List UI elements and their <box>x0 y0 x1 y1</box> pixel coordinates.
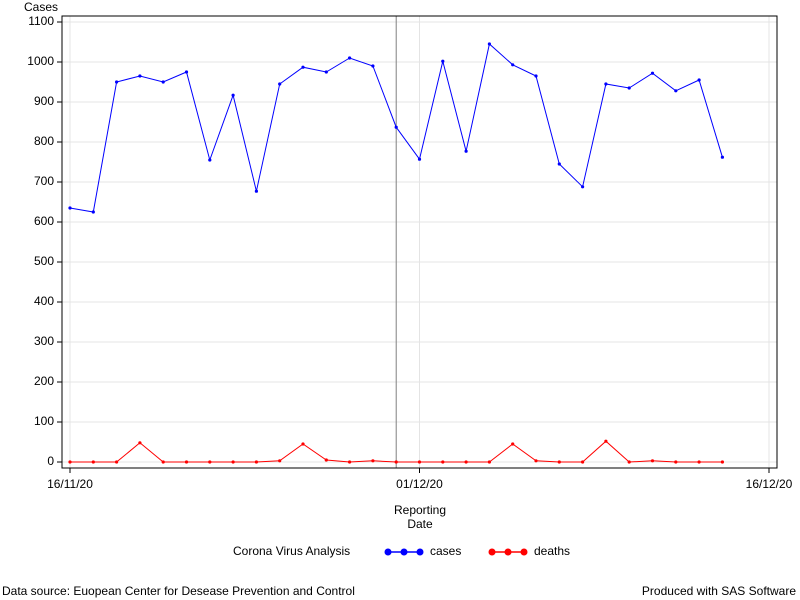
data-point <box>254 460 258 464</box>
data-point <box>511 63 515 67</box>
data-point <box>557 162 561 166</box>
data-point <box>394 125 398 129</box>
y-tick-label: 800 <box>34 134 54 148</box>
footnote-right: Produced with SAS Software <box>642 584 796 598</box>
data-point <box>487 42 491 46</box>
data-point <box>604 82 608 86</box>
y-tick-label: 200 <box>34 374 54 388</box>
y-tick-label: 300 <box>34 334 54 348</box>
legend-marker <box>400 548 408 556</box>
legend-label: cases <box>430 544 461 558</box>
data-point <box>231 460 235 464</box>
y-tick-label: 400 <box>34 294 54 308</box>
y-tick-label: 100 <box>34 414 54 428</box>
y-tick-label: 1000 <box>27 54 54 68</box>
data-point <box>138 441 142 445</box>
data-point <box>91 460 95 464</box>
data-point <box>604 439 608 443</box>
data-point <box>697 460 701 464</box>
data-point <box>161 460 165 464</box>
data-point <box>557 460 561 464</box>
data-point <box>627 86 631 90</box>
data-point <box>231 93 235 97</box>
footnote-left: Data source: Euopean Center for Desease … <box>2 584 355 598</box>
data-point <box>324 70 328 74</box>
data-point <box>720 155 725 159</box>
data-point <box>278 459 282 463</box>
data-point <box>581 460 585 464</box>
data-point <box>674 460 678 464</box>
data-point <box>441 59 445 63</box>
data-point <box>301 442 305 446</box>
data-point <box>348 460 352 464</box>
data-point <box>324 458 328 462</box>
data-point <box>464 460 468 464</box>
data-point <box>68 206 72 210</box>
legend-marker <box>416 548 424 556</box>
data-point <box>138 74 142 78</box>
data-point <box>254 189 258 193</box>
data-point <box>91 210 95 214</box>
y-tick-label: 0 <box>47 454 54 468</box>
data-point <box>184 460 189 464</box>
data-point <box>697 78 701 82</box>
data-point <box>720 460 725 464</box>
data-point <box>394 460 398 464</box>
y-tick-label: 1100 <box>28 14 54 28</box>
legend-label: deaths <box>534 544 570 558</box>
data-point <box>208 158 212 162</box>
plot-border <box>61 15 778 469</box>
x-axis-label: Reporting Date <box>393 503 447 531</box>
data-point <box>581 185 585 189</box>
data-point <box>417 157 422 161</box>
data-point <box>534 459 538 463</box>
data-point <box>371 459 375 463</box>
legend-marker <box>504 548 512 556</box>
data-point <box>441 460 445 464</box>
data-point <box>348 56 352 60</box>
data-point <box>674 89 678 93</box>
y-tick-label: 900 <box>34 94 54 108</box>
y-axis-label: Cases <box>24 0 58 14</box>
data-point <box>278 82 282 86</box>
legend-title: Corona Virus Analysis <box>233 544 350 558</box>
legend-marker <box>520 548 528 556</box>
data-point <box>511 442 515 446</box>
data-point <box>371 64 375 68</box>
x-tick-label: 16/12/20 <box>746 477 793 491</box>
data-point <box>534 74 538 78</box>
data-point <box>208 460 212 464</box>
data-point <box>487 460 491 464</box>
data-point <box>650 459 655 463</box>
legend-marker <box>488 548 496 556</box>
legend-marker <box>384 548 392 556</box>
y-tick-label: 600 <box>34 214 54 228</box>
data-point <box>115 80 119 84</box>
data-point <box>464 149 468 153</box>
x-tick-label: 16/11/20 <box>47 477 93 491</box>
data-point <box>184 70 189 74</box>
x-tick-label: 01/12/20 <box>396 477 443 491</box>
data-point <box>627 460 631 464</box>
data-point <box>68 460 72 464</box>
data-point <box>417 460 422 464</box>
data-point <box>301 65 305 69</box>
y-tick-label: 500 <box>34 254 54 268</box>
data-point <box>115 460 119 464</box>
y-tick-label: 700 <box>34 174 54 188</box>
data-point <box>650 71 655 75</box>
data-point <box>161 80 165 84</box>
